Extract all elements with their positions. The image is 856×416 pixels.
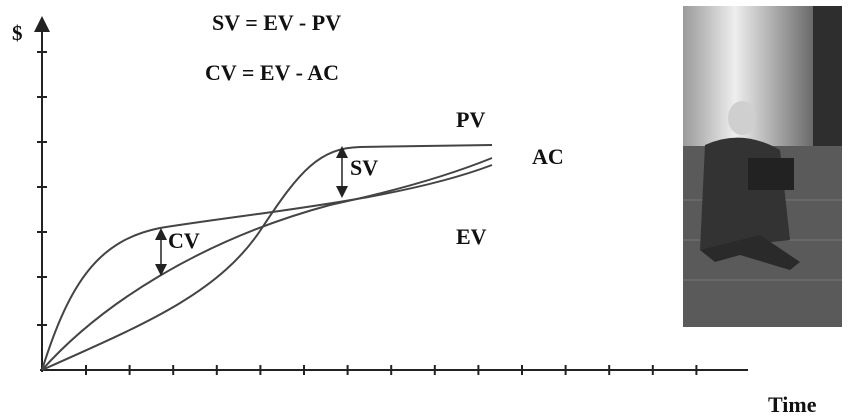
formula: SV = EV - PV: [212, 10, 341, 35]
formula: CV = EV - AC: [205, 60, 339, 85]
x-axis-label: Time: [768, 392, 817, 416]
curve-label: AC: [532, 144, 564, 169]
photo: [683, 6, 842, 327]
curve-label: EV: [456, 224, 487, 249]
ev-curve: [42, 158, 492, 370]
diagram: $ Time SV = EV - PV CV = EV - AC PV AC E…: [0, 0, 856, 416]
y-axis-label: $: [12, 21, 23, 45]
pv-curve: [42, 145, 492, 370]
variance-label: SV: [350, 155, 378, 180]
variance-label: CV: [168, 228, 200, 253]
curve-label: PV: [456, 107, 485, 132]
